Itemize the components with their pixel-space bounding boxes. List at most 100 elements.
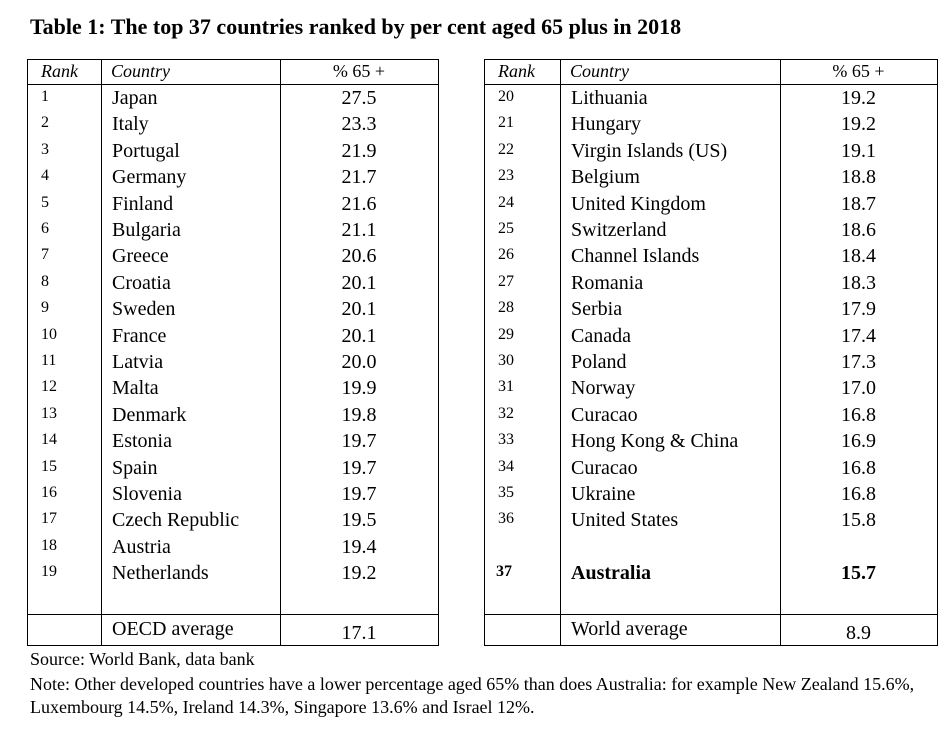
country-cell: Portugal bbox=[112, 139, 180, 162]
rank-cell: 5 bbox=[41, 193, 49, 211]
column-rule bbox=[560, 59, 561, 645]
rank-cell: 8 bbox=[41, 272, 49, 290]
country-cell: Sweden bbox=[112, 298, 176, 321]
country-cell: Curacao bbox=[571, 456, 638, 479]
country-cell: Curacao bbox=[571, 403, 638, 426]
value-cell: 19.7 bbox=[341, 483, 377, 505]
country-cell: Denmark bbox=[112, 403, 187, 426]
country-cell: Ukraine bbox=[571, 483, 636, 505]
value-cell: 19.4 bbox=[341, 535, 377, 558]
country-cell: Italy bbox=[112, 113, 149, 136]
country-cell: Slovenia bbox=[112, 483, 182, 505]
rank-cell: 14 bbox=[41, 431, 57, 449]
value-cell: 20.0 bbox=[341, 351, 377, 373]
value-cell: 18.6 bbox=[841, 219, 876, 241]
value-cell: 16.8 bbox=[841, 483, 876, 505]
header-cell: % 65 + bbox=[332, 61, 386, 81]
header-rule bbox=[484, 84, 937, 85]
country-cell: Serbia bbox=[571, 298, 623, 321]
value-cell: 20.1 bbox=[341, 271, 377, 294]
value-cell: 18.4 bbox=[841, 245, 876, 268]
value-cell: 17.4 bbox=[841, 324, 876, 347]
header-cell: Rank bbox=[498, 61, 535, 81]
value-cell: 18.3 bbox=[841, 271, 876, 294]
country-cell: Malta bbox=[112, 377, 159, 400]
rank-cell: 22 bbox=[498, 140, 514, 158]
value-cell: 16.8 bbox=[841, 403, 876, 426]
value-cell: 20.6 bbox=[341, 245, 377, 268]
value-cell: 19.8 bbox=[341, 403, 377, 426]
value-cell: 27.5 bbox=[341, 87, 377, 109]
rank-cell: 17 bbox=[41, 510, 57, 528]
value-cell: 19.7 bbox=[341, 430, 377, 453]
header-rule bbox=[27, 84, 438, 85]
title: Table 1: The top 37 countries ranked by … bbox=[30, 14, 682, 39]
header-cell: Country bbox=[570, 61, 630, 81]
rank-cell: 2 bbox=[41, 114, 49, 132]
value-cell: 18.7 bbox=[841, 192, 876, 215]
rank-cell: 4 bbox=[41, 167, 49, 185]
rank-cell: 28 bbox=[498, 299, 514, 317]
column-rule bbox=[937, 59, 938, 645]
rank-cell: 19 bbox=[41, 563, 57, 581]
value-cell: 23.3 bbox=[341, 113, 377, 136]
country-cell: Hungary bbox=[571, 113, 641, 136]
source: Source: World Bank, data bank bbox=[30, 649, 255, 669]
note: Note: Other developed countries have a l… bbox=[30, 674, 915, 717]
column-rule bbox=[780, 59, 781, 645]
rank-cell: 16 bbox=[41, 484, 57, 501]
footer-label: OECD average bbox=[112, 618, 234, 640]
footer-rule bbox=[27, 614, 438, 615]
value-cell: 19.1 bbox=[841, 139, 876, 162]
country-cell: Virgin Islands (US) bbox=[571, 139, 728, 162]
value-cell: 19.2 bbox=[841, 113, 876, 136]
value-cell: 21.7 bbox=[341, 166, 377, 189]
rank-cell: 13 bbox=[41, 404, 57, 422]
rank-cell: 10 bbox=[41, 325, 57, 343]
rank-cell: 25 bbox=[498, 220, 514, 237]
country-cell: Channel Islands bbox=[571, 245, 700, 268]
footer-value: 17.1 bbox=[341, 622, 377, 644]
country-cell: Bulgaria bbox=[112, 219, 181, 241]
rank-cell: 27 bbox=[498, 272, 514, 290]
column-rule bbox=[27, 59, 28, 645]
border bbox=[27, 59, 438, 60]
rank-cell: 18 bbox=[41, 536, 57, 554]
rank-cell: 30 bbox=[498, 352, 514, 369]
value-cell: 21.6 bbox=[341, 192, 377, 215]
header-cell: Rank bbox=[41, 61, 78, 81]
footer-label: World average bbox=[571, 618, 688, 640]
rank-cell: 24 bbox=[498, 193, 514, 211]
country-cell: Switzerland bbox=[571, 219, 667, 241]
value-cell: 21.9 bbox=[341, 139, 377, 162]
rank-cell: 15 bbox=[41, 457, 57, 475]
country-cell: Czech Republic bbox=[112, 509, 240, 532]
column-rule bbox=[438, 59, 439, 645]
rank-cell: 26 bbox=[498, 246, 514, 264]
country-cell: Latvia bbox=[112, 351, 164, 373]
value-cell: 15.7 bbox=[841, 562, 876, 585]
country-cell: Croatia bbox=[112, 271, 171, 294]
country-cell: Hong Kong & China bbox=[571, 430, 739, 453]
rank-cell: 23 bbox=[498, 167, 514, 185]
rank-cell: 35 bbox=[498, 484, 514, 501]
column-rule bbox=[484, 59, 485, 645]
country-cell: Japan bbox=[112, 87, 158, 109]
country-cell: Romania bbox=[571, 271, 644, 294]
value-cell: 15.8 bbox=[841, 509, 876, 532]
rank-cell: 36 bbox=[498, 510, 514, 528]
column-rule bbox=[101, 59, 102, 645]
country-cell: Estonia bbox=[112, 430, 172, 453]
rank-cell: 3 bbox=[41, 140, 49, 158]
footer-value: 8.9 bbox=[846, 622, 871, 644]
country-cell: Australia bbox=[571, 562, 651, 585]
rank-cell: 29 bbox=[498, 325, 514, 343]
country-cell: Spain bbox=[112, 456, 158, 479]
value-cell: 21.1 bbox=[341, 219, 377, 241]
value-cell: 17.0 bbox=[841, 377, 876, 400]
rank-cell: 6 bbox=[41, 220, 49, 237]
country-cell: Finland bbox=[112, 192, 174, 215]
rank-cell: 7 bbox=[41, 246, 49, 264]
value-cell: 19.5 bbox=[341, 509, 377, 532]
